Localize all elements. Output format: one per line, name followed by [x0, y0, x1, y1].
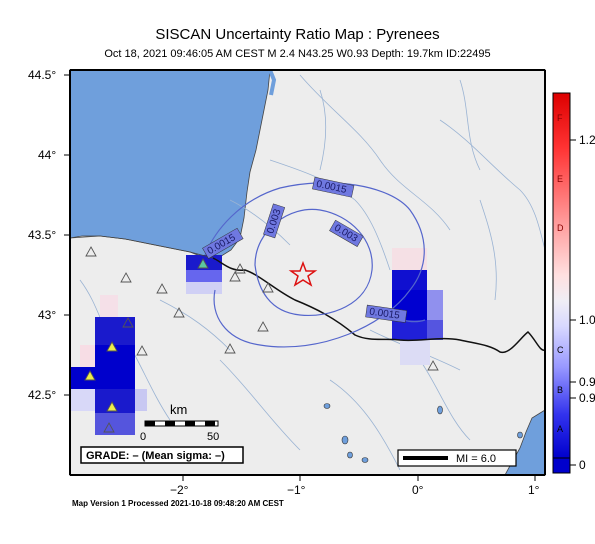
longitude-labels: −2° −1° 0° 1°	[170, 483, 540, 497]
mi-box	[397, 449, 517, 467]
scale-unit: km	[170, 402, 187, 417]
mi-text: MI = 6.0	[456, 453, 496, 465]
axis-tick-marks	[64, 74, 536, 481]
frame-ticks	[69, 69, 546, 476]
colorbar-min-swatch	[552, 457, 571, 474]
scale-start: 0	[140, 431, 146, 443]
lon-label: 1°	[528, 483, 540, 497]
estuary	[268, 70, 277, 96]
grade-letter: A	[557, 424, 563, 434]
station-icon	[197, 258, 209, 269]
national-border	[212, 257, 545, 353]
uncertainty-cells	[70, 248, 443, 435]
grade-text: GRADE: – (Mean sigma: –)	[86, 450, 225, 462]
scale-bar: km 0 50	[140, 402, 219, 443]
grade-box	[80, 446, 244, 464]
lat-label: 43°	[38, 308, 56, 322]
lat-label: 43.5°	[28, 228, 56, 242]
epicenter-star-icon	[288, 260, 318, 287]
colorbar-value: 0.9	[579, 391, 595, 405]
sea-bay-of-biscay	[70, 70, 271, 259]
contour-label: 0.0015	[369, 306, 401, 321]
rivers	[79, 74, 545, 471]
scale-end: 50	[207, 431, 219, 443]
grade-letter: B	[557, 385, 563, 395]
colorbar: F E D C B A 1.2 1.0 0.9 0.9 0	[552, 92, 595, 474]
grade-letter: D	[557, 223, 564, 233]
colorbar-value: 0.9	[579, 375, 595, 389]
colorbar-gradient	[552, 92, 571, 459]
colorbar-value: 0	[579, 458, 586, 472]
lon-label: −2°	[170, 483, 189, 497]
grade-letter: F	[557, 113, 563, 123]
colorbar-value: 1.0	[579, 313, 595, 327]
coast-iberia	[70, 235, 214, 259]
map-title: SISCAN Uncertainty Ratio Map : Pyrenees	[155, 26, 440, 43]
processing-footer: Map Version 1 Processed 2021-10-18 09:48…	[72, 499, 284, 508]
map-area: 0.0015 0.0015 0.003 0.003 0.0015	[70, 70, 545, 475]
lat-label: 44.5°	[28, 68, 56, 82]
lat-label: 44°	[38, 148, 56, 162]
lon-label: 0°	[412, 483, 424, 497]
grade-letter: E	[557, 174, 563, 184]
lon-label: −1°	[287, 483, 306, 497]
colorbar-value: 1.2	[579, 133, 595, 147]
latitude-labels: 44.5° 44° 43.5° 43° 42.5°	[28, 68, 56, 402]
stations-used	[84, 341, 118, 412]
stations	[85, 246, 439, 433]
grade-letter: C	[557, 345, 564, 355]
lat-label: 42.5°	[28, 388, 56, 402]
event-info: Oct 18, 2021 09:46:05 AM CEST M 2.4 N43.…	[104, 48, 491, 60]
